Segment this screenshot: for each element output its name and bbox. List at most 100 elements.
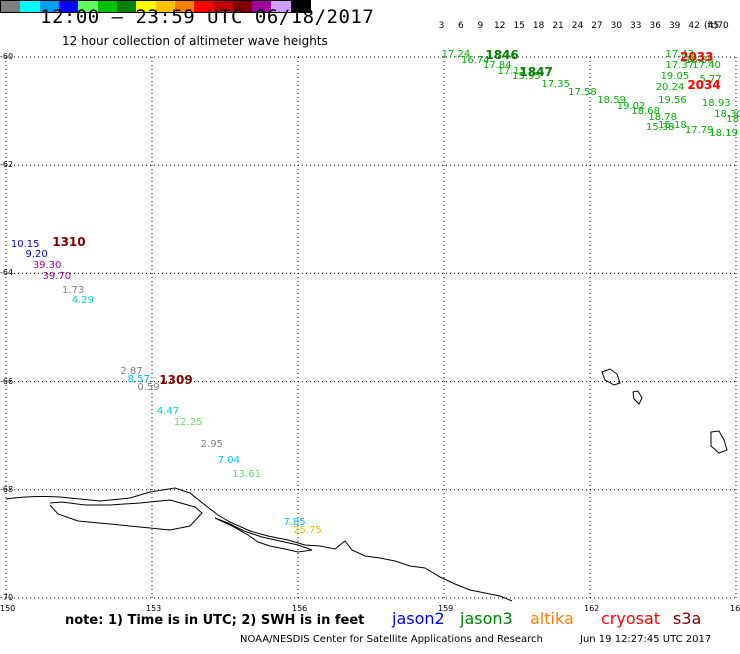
color-scale-tick: 42 — [688, 21, 700, 31]
color-swatch — [252, 1, 272, 12]
color-swatch — [136, 1, 156, 12]
wave-height-value: 16.74 — [461, 54, 490, 66]
latitude-label: -60 — [0, 52, 14, 61]
color-swatch — [116, 1, 137, 12]
wave-height-value: 18.93 — [701, 97, 731, 109]
wave-height-value: 15.38 — [645, 122, 675, 134]
color-scale-bar — [0, 0, 311, 13]
color-swatch — [155, 1, 175, 12]
wave-height-value: 2.95 — [200, 438, 223, 450]
color-scale-unit: (ft) — [704, 21, 718, 31]
orbit-pass-label: 2033 — [680, 49, 714, 64]
legend-jason3: jason3 — [460, 609, 513, 628]
wave-height-value: 8.57 — [127, 373, 150, 385]
color-swatch — [20, 1, 40, 12]
color-swatch — [194, 1, 214, 12]
note-text: note: 1) Time is in UTC; 2) SWH is in fe… — [65, 613, 365, 628]
wave-height-value: 17.43 — [665, 49, 695, 61]
antarctic-coastline — [5, 487, 513, 602]
orbit-pass-label: 1310 — [52, 234, 86, 249]
wave-height-value: 7.04 — [217, 455, 240, 467]
wave-height-value: 17.79 — [684, 125, 714, 137]
latitude-label: -64 — [0, 268, 14, 278]
color-scale-tick: 36 — [649, 21, 661, 31]
color-scale-tick: 30 — [610, 21, 623, 31]
wave-height-value: 13.61 — [232, 468, 261, 480]
wave-height-value: 15.18 — [658, 119, 687, 131]
wave-height-value: 18.59 — [597, 95, 626, 107]
color-scale-tick: 3 — [438, 21, 445, 31]
color-swatch — [290, 1, 310, 12]
coastal-inlet — [49, 499, 203, 531]
wave-height-value: 18.78 — [648, 111, 678, 123]
wave-height-value: 19.05 — [660, 70, 690, 82]
wave-height-value: 15.95 — [512, 70, 541, 82]
wave-height-value: 18.50 — [726, 114, 740, 126]
credit-text: NOAA/NESDIS Center for Satellite Applica… — [240, 634, 543, 645]
orbit-pass-label: 2034 — [687, 78, 721, 93]
legend-s3a: s3a — [673, 609, 702, 628]
wave-height-value: 9.20 — [25, 249, 48, 261]
color-scale-tick: 24 — [571, 21, 584, 31]
wave-height-value: 12.25 — [173, 417, 203, 429]
color-swatch — [39, 1, 59, 12]
wave-height-value: 7.85 — [283, 517, 306, 529]
wave-height-value: 17.35 — [541, 79, 570, 91]
color-scale-tick: 9 — [477, 21, 484, 31]
longitude-label: 165 — [730, 604, 740, 613]
wave-height-value: 19.02 — [616, 100, 646, 112]
color-swatch — [78, 1, 98, 12]
latitude-label: -66 — [0, 376, 14, 386]
chart-title: 12:00 – 23:59 UTC 06/18/2017 — [40, 6, 375, 28]
wave-height-value: 17.84 — [482, 60, 512, 72]
wave-height-value: 18.36 — [684, 54, 714, 66]
wave-height-value: 20.24 — [655, 81, 685, 93]
color-swatch — [97, 1, 117, 12]
wave-height-value: 5.77 — [699, 73, 722, 85]
wave-height-value: 17.40 — [692, 60, 721, 72]
wave-height-value: 18.19 — [709, 127, 738, 139]
lat-lon-grid — [5, 56, 737, 599]
color-scale-tick: 33 — [630, 21, 642, 31]
color-scale-tick: 15 — [513, 21, 525, 31]
wave-height-value: 4.29 — [71, 295, 94, 307]
island-1 — [601, 368, 621, 386]
wave-height-value: 1.73 — [61, 284, 85, 296]
color-scale-tick: 70 — [717, 21, 729, 31]
coastal-inlet-east — [214, 517, 313, 553]
orbit-pass-label: 1846 — [485, 48, 519, 63]
wave-height-value: 19.56 — [658, 95, 687, 107]
wave-height-value: 39.30 — [32, 260, 62, 272]
longitude-label: 156 — [292, 604, 308, 613]
latitude-label: -62 — [0, 160, 14, 170]
generated-timestamp: Jun 19 12:27:45 UTC 2017 — [580, 634, 712, 645]
latitude-label: -70 — [0, 593, 14, 602]
color-scale-tick: 27 — [591, 21, 603, 31]
color-scale-tick: 18 — [532, 21, 545, 31]
color-swatch — [213, 1, 233, 12]
wave-height-value: 18.68 — [631, 106, 660, 118]
color-scale-tick: 45 — [707, 21, 720, 31]
wave-height-value: 0.59 — [137, 382, 160, 393]
latitude-label: -68 — [0, 484, 14, 494]
wave-height-value: 10.15 — [10, 238, 40, 250]
longitude-label: 150 — [0, 604, 16, 613]
wave-height-value: 17.24 — [441, 49, 471, 61]
wave-height-value: 18.30 — [714, 108, 740, 120]
longitude-label: 162 — [584, 604, 600, 613]
island-2 — [632, 390, 643, 405]
wave-height-value: 4.47 — [156, 406, 180, 418]
orbit-pass-label: 1847 — [519, 64, 553, 79]
legend-altika: altika — [530, 609, 574, 628]
island-3 — [710, 430, 728, 454]
longitude-label: 153 — [146, 604, 162, 613]
color-swatch — [232, 1, 253, 12]
wave-height-value: 25.75 — [293, 525, 322, 537]
coastline — [5, 368, 728, 602]
wave-height-value: 17.37 — [665, 60, 695, 72]
wave-height-value: 17.15 — [497, 65, 527, 77]
orbit-pass-label: 1309 — [159, 372, 193, 387]
color-swatch — [271, 1, 291, 12]
